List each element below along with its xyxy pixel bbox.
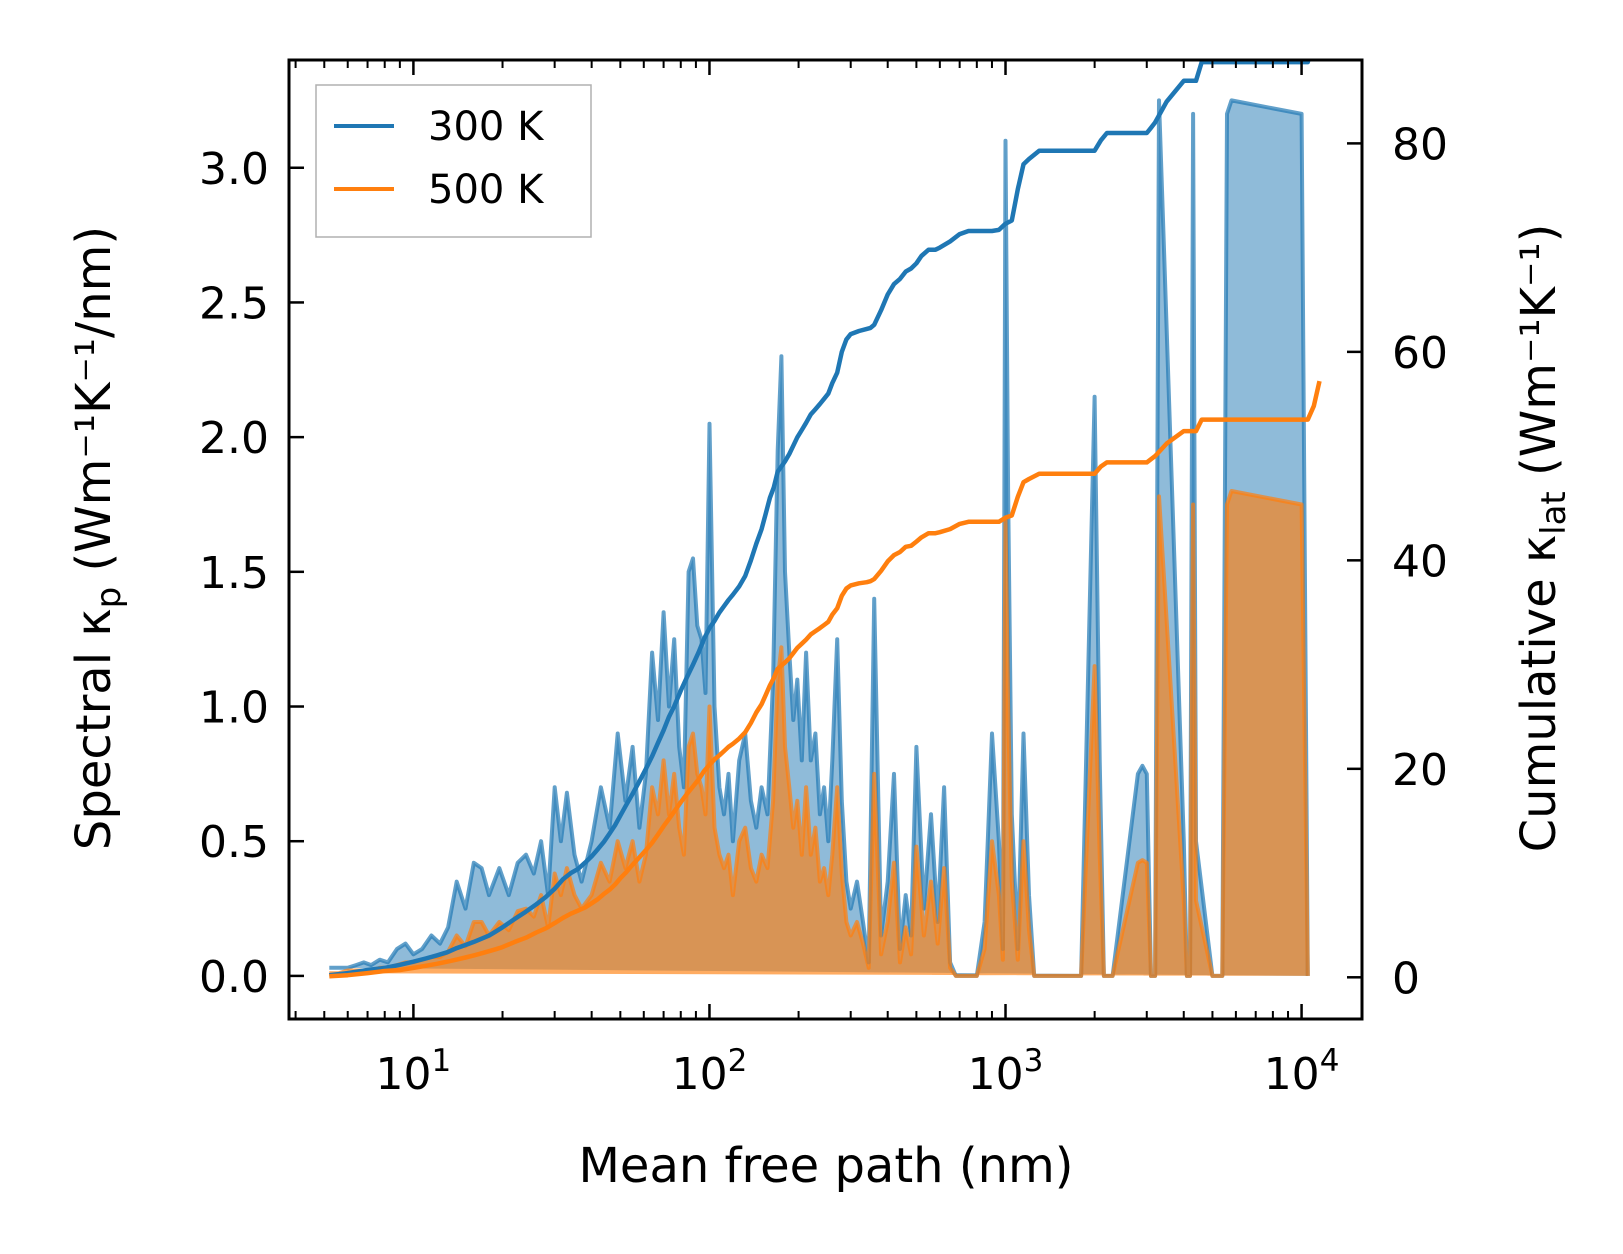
x-tick-label-base: 10 <box>968 1049 1024 1100</box>
y-right-label-main: Cumulative κ <box>1511 535 1567 853</box>
y-left-tick-label: 3.0 <box>199 144 269 195</box>
y-left-tick-label: 2.0 <box>199 413 269 464</box>
y-left-tick-label: 0.0 <box>199 952 269 1003</box>
legend: 300 K 500 K <box>315 84 592 238</box>
y-right-tick-label: 60 <box>1392 328 1448 379</box>
legend-box <box>315 84 592 238</box>
x-axis-label: Mean free path (nm) <box>579 1138 1074 1194</box>
legend-label-500k: 500 K <box>428 167 545 213</box>
cumulative-line-500k <box>329 380 1322 979</box>
y-left-tick-label: 1.0 <box>199 683 269 734</box>
x-tick-label-exponent: 2 <box>728 1043 748 1079</box>
cumulative-line-layer <box>329 60 1322 979</box>
x-tick-label-base: 10 <box>1264 1049 1320 1100</box>
x-tick-label: 102 <box>672 1043 748 1100</box>
y-right-label-subscript: lat <box>1534 491 1574 535</box>
cumulative-line-300k <box>329 60 1311 978</box>
legend-label-300k: 300 K <box>428 104 545 150</box>
y-axis-right-label: Cumulative κlat (Wm⁻¹K⁻¹) <box>1511 224 1574 853</box>
y-left-label-units: (Wm⁻¹K⁻¹/nm) <box>66 226 122 587</box>
y-left-tick-label: 1.5 <box>199 548 269 599</box>
x-tick-label-exponent: 4 <box>1320 1043 1340 1079</box>
y-axis-left-label: Spectral κp (Wm⁻¹K⁻¹/nm) <box>66 226 129 850</box>
y-left-label-subscript: p <box>89 587 129 609</box>
plot-frame <box>287 58 1364 1021</box>
y-left-tick-label: 0.5 <box>199 817 269 868</box>
x-tick-label-exponent: 3 <box>1024 1043 1044 1079</box>
x-tick-label-base: 10 <box>376 1049 432 1100</box>
y-right-tick-label: 40 <box>1392 536 1448 587</box>
x-tick-label: 101 <box>376 1043 452 1100</box>
x-tick-label: 104 <box>1264 1043 1340 1100</box>
y-left-tick-label: 2.5 <box>199 278 269 329</box>
y-right-label-units: (Wm⁻¹K⁻¹) <box>1511 224 1567 492</box>
x-tick-label: 103 <box>968 1043 1044 1100</box>
y-right-tick-label: 20 <box>1392 745 1448 796</box>
x-tick-label-base: 10 <box>672 1049 728 1100</box>
y-left-label-main: Spectral κ <box>66 608 122 850</box>
y-right-tick-label: 0 <box>1392 953 1420 1004</box>
y-right-tick-label: 80 <box>1392 119 1448 170</box>
x-tick-label-exponent: 1 <box>432 1043 452 1079</box>
tick-layer: 101 102 103 1040.00.51.01.52.02.53.00204060… <box>199 60 1448 1100</box>
